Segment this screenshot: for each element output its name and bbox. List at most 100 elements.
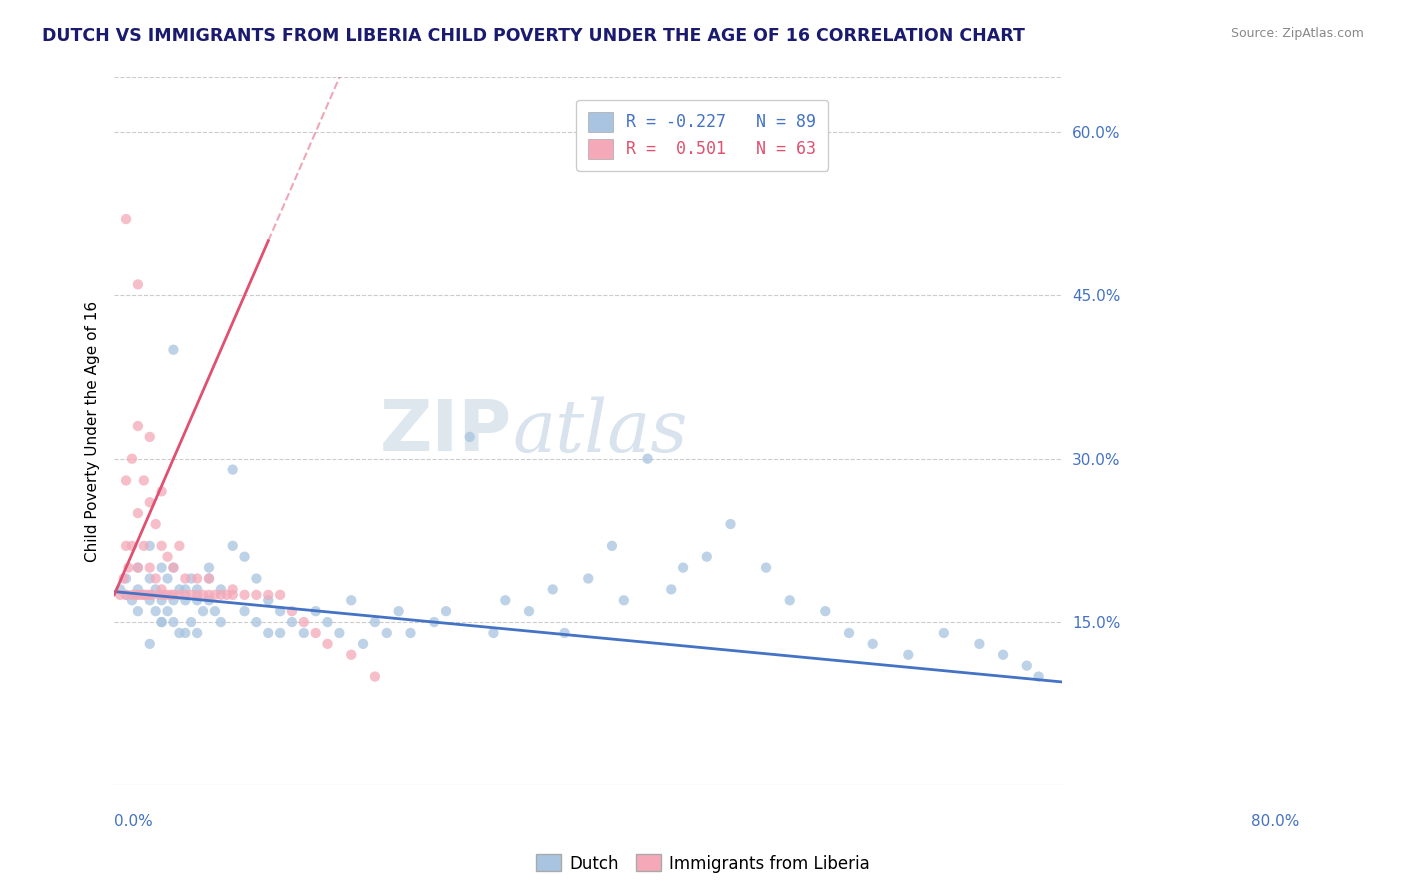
Point [328, 626, 350, 640]
Text: Source: ZipAtlas.com: Source: ZipAtlas.com [1230, 27, 1364, 40]
Point [136, 588, 159, 602]
Point [755, 560, 778, 574]
Point [141, 588, 163, 602]
Point [148, 588, 170, 602]
Point [245, 588, 267, 602]
Point [117, 560, 139, 574]
Point [139, 495, 162, 509]
Point [156, 549, 179, 564]
Legend: Dutch, Immigrants from Liberia: Dutch, Immigrants from Liberia [530, 847, 876, 880]
Point [340, 593, 363, 607]
Point [932, 626, 955, 640]
Point [364, 615, 387, 629]
Point [305, 626, 328, 640]
Point [108, 588, 131, 602]
Point [121, 539, 143, 553]
Point [305, 604, 328, 618]
Point [281, 604, 304, 618]
Point [150, 582, 173, 597]
Point [838, 626, 860, 640]
Point [257, 626, 280, 640]
Point [174, 626, 197, 640]
Point [180, 572, 202, 586]
Point [779, 593, 801, 607]
Point [169, 539, 191, 553]
Point [862, 637, 884, 651]
Point [127, 560, 149, 574]
Point [160, 588, 183, 602]
Point [204, 604, 226, 618]
Point [129, 588, 152, 602]
Point [150, 593, 173, 607]
Point [162, 343, 184, 357]
Point [139, 588, 162, 602]
Point [145, 516, 167, 531]
Point [364, 669, 387, 683]
Point [399, 626, 422, 640]
Point [115, 588, 138, 602]
Point [139, 593, 162, 607]
Point [186, 626, 208, 640]
Point [209, 582, 232, 597]
Point [204, 588, 226, 602]
Point [613, 593, 636, 607]
Point [115, 539, 138, 553]
Point [139, 539, 162, 553]
Point [145, 572, 167, 586]
Point [127, 419, 149, 434]
Point [139, 560, 162, 574]
Point [209, 588, 232, 602]
Point [576, 572, 599, 586]
Point [375, 626, 398, 640]
Text: ZIP: ZIP [380, 397, 512, 466]
Point [281, 615, 304, 629]
Point [191, 588, 214, 602]
Point [352, 637, 374, 651]
Point [233, 588, 256, 602]
Point [186, 588, 208, 602]
Point [150, 615, 173, 629]
Point [434, 604, 457, 618]
Point [169, 588, 191, 602]
Point [162, 560, 184, 574]
Point [637, 451, 659, 466]
Point [316, 637, 339, 651]
Point [115, 212, 138, 227]
Point [150, 560, 173, 574]
Point [186, 572, 208, 586]
Point [162, 593, 184, 607]
Point [198, 572, 221, 586]
Text: 80.0%: 80.0% [1251, 814, 1299, 829]
Point [233, 604, 256, 618]
Point [222, 462, 245, 476]
Text: 0.0%: 0.0% [114, 814, 153, 829]
Point [156, 604, 179, 618]
Legend: R = -0.227   N = 89, R =  0.501   N = 63: R = -0.227 N = 89, R = 0.501 N = 63 [576, 100, 828, 170]
Point [145, 604, 167, 618]
Point [145, 582, 167, 597]
Point [127, 560, 149, 574]
Point [174, 572, 197, 586]
Point [1015, 658, 1038, 673]
Point [115, 474, 138, 488]
Point [127, 277, 149, 292]
Point [209, 615, 232, 629]
Point [198, 588, 221, 602]
Point [198, 572, 221, 586]
Point [162, 560, 184, 574]
Point [156, 588, 179, 602]
Point [186, 582, 208, 597]
Point [554, 626, 576, 640]
Point [191, 604, 214, 618]
Point [162, 615, 184, 629]
Point [696, 549, 718, 564]
Point [150, 539, 173, 553]
Point [174, 593, 197, 607]
Point [458, 430, 481, 444]
Point [115, 588, 138, 602]
Point [269, 604, 291, 618]
Point [108, 582, 131, 597]
Point [150, 615, 173, 629]
Point [340, 648, 363, 662]
Point [139, 637, 162, 651]
